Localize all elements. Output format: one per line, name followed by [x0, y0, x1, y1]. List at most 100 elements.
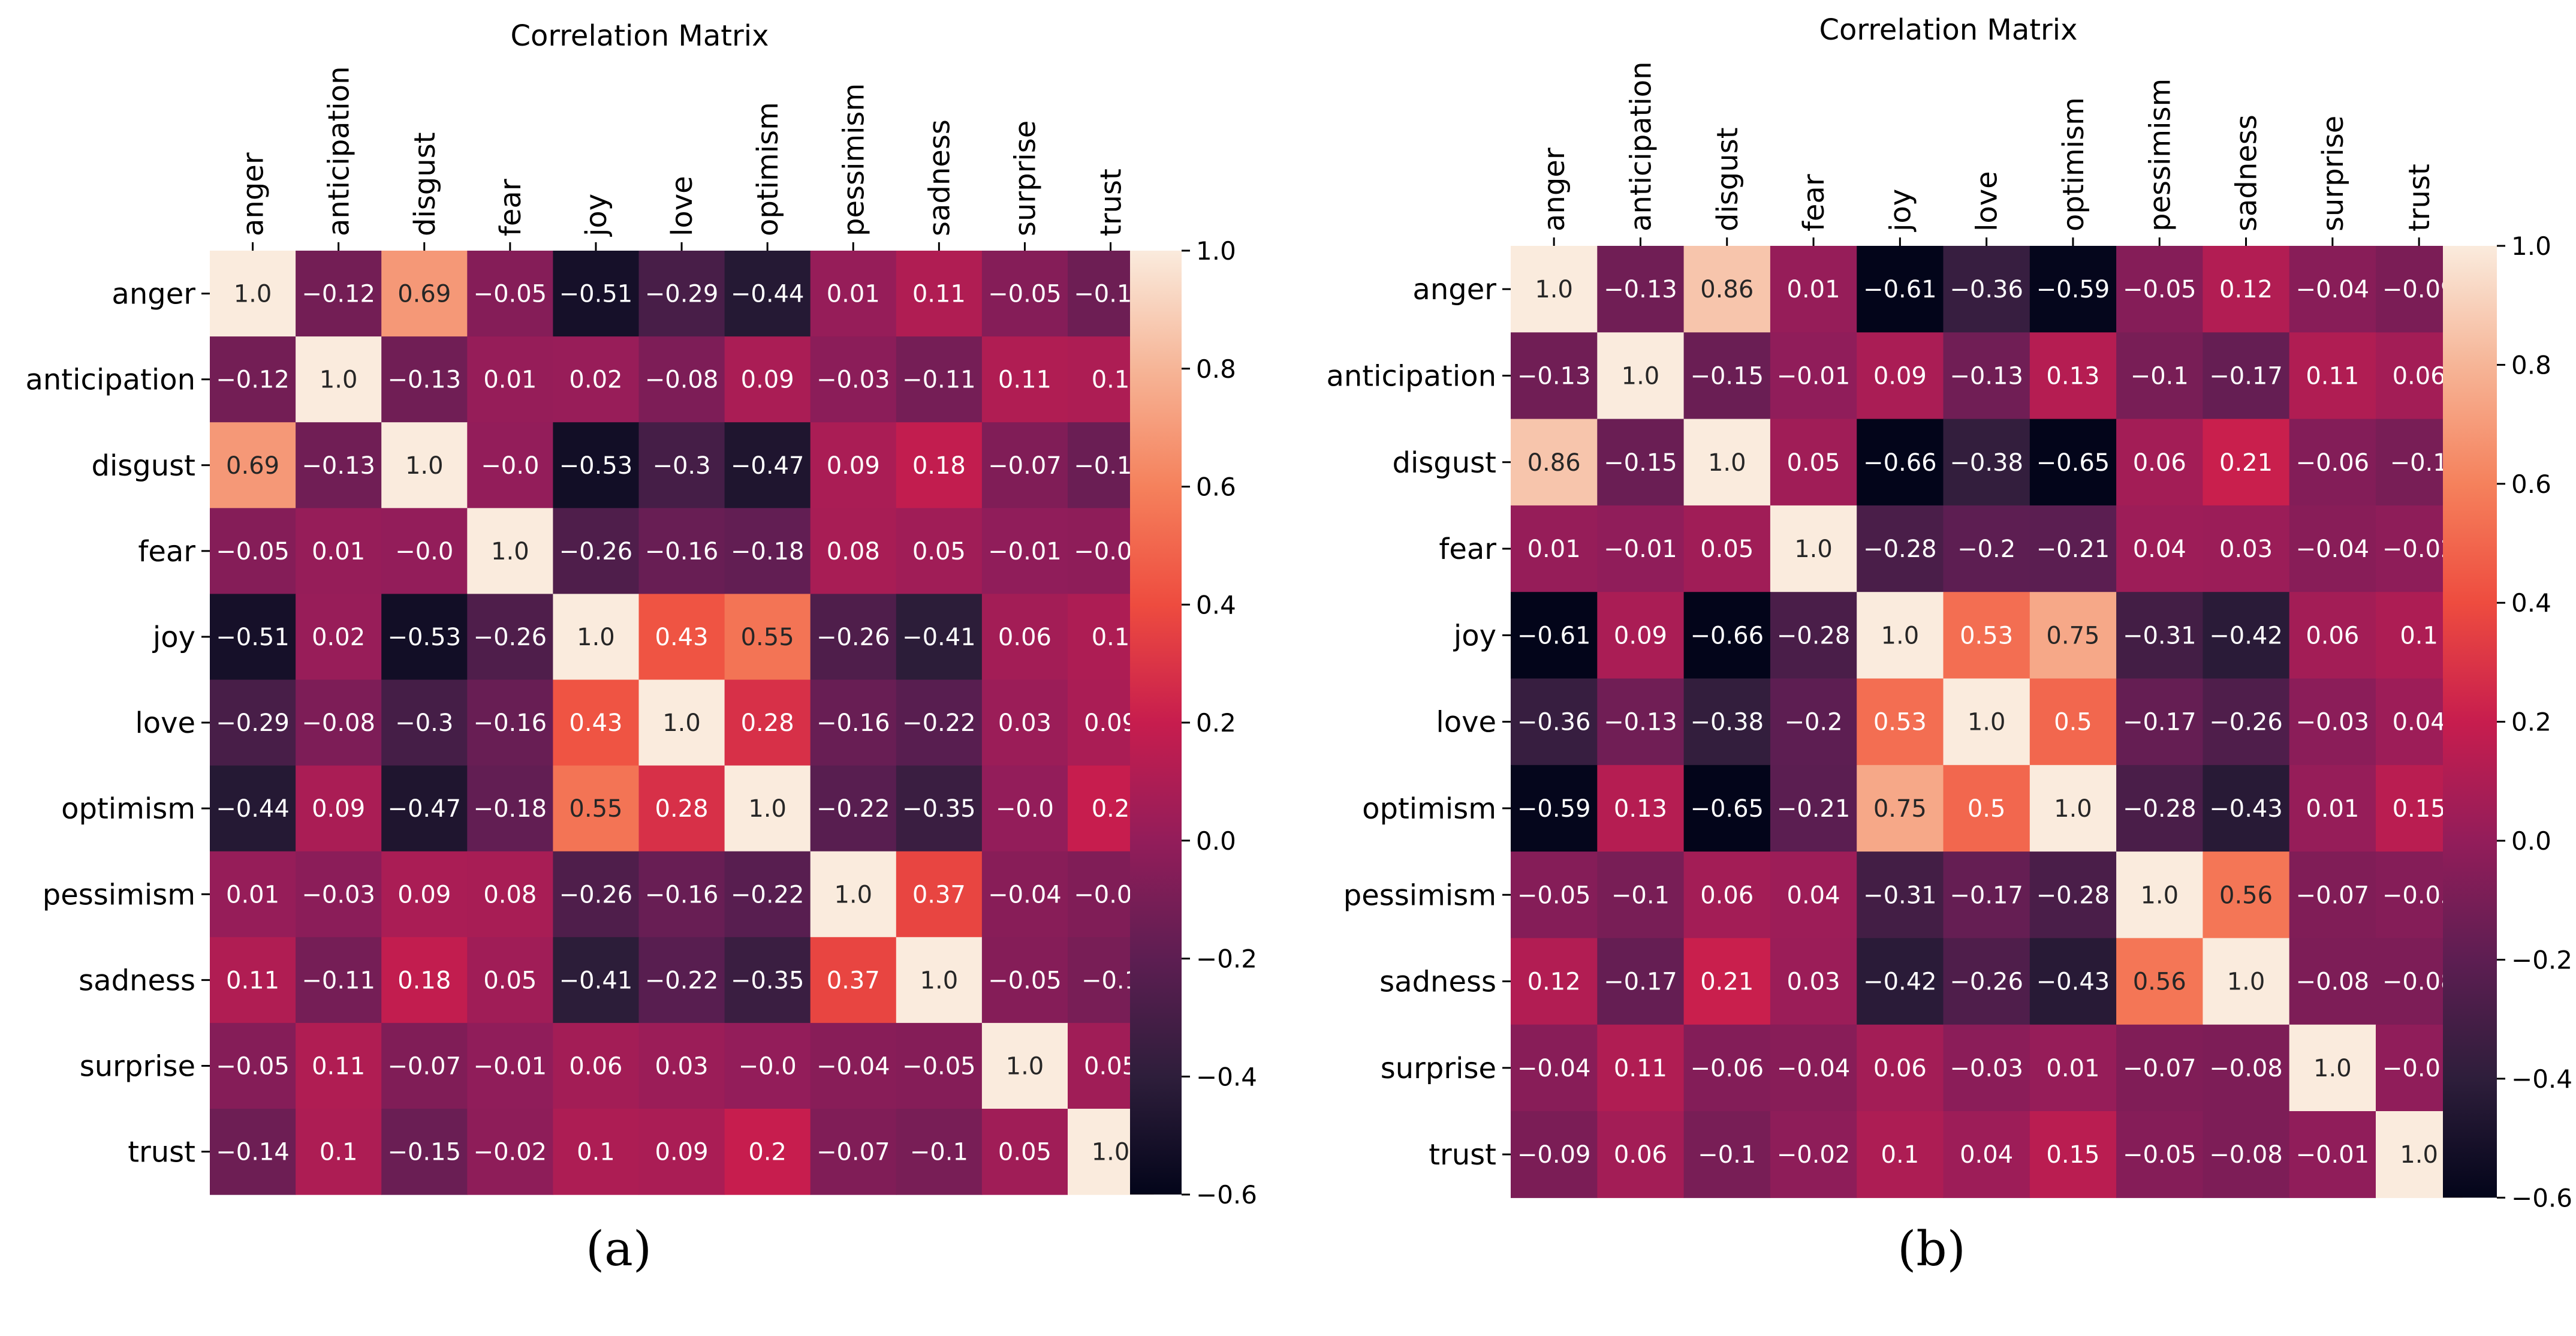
cell-value-label: −0.05 — [474, 281, 547, 308]
y-tick-label: surprise — [80, 1049, 195, 1083]
colorbar-tick-label: 1.0 — [1196, 236, 1236, 266]
y-tick-label: joy — [152, 621, 195, 654]
x-tick-label: sadness — [2230, 115, 2264, 231]
cell-value-label: 0.11 — [312, 1052, 365, 1080]
heatmap-cell — [1511, 505, 1598, 592]
colorbar-tick-label: 0.4 — [1196, 590, 1236, 619]
heatmap-cell — [810, 1109, 897, 1195]
cell-value-label: −0.04 — [817, 1052, 890, 1080]
colorbar-tick-label: 1.0 — [2511, 231, 2551, 261]
heatmap-cell — [553, 1022, 640, 1109]
cell-value-label: 0.75 — [2046, 622, 2099, 649]
heatmap-cell — [896, 851, 983, 938]
cell-value-label: 0.09 — [397, 881, 451, 908]
heatmap-cell — [1597, 1111, 1685, 1198]
y-tick-label: love — [1436, 706, 1496, 739]
heatmap-cell — [2116, 1024, 2203, 1112]
heatmap-cell — [1943, 592, 2030, 679]
cell-value-label: 0.15 — [2046, 1141, 2099, 1169]
cell-value-label: −0.02 — [1777, 1141, 1851, 1169]
heatmap-cell — [1683, 332, 1771, 420]
x-tick-label: anger — [237, 152, 270, 236]
cell-value-label: 0.56 — [2133, 968, 2186, 996]
cell-value-label: 0.18 — [397, 967, 451, 994]
heatmap-cell — [553, 251, 640, 337]
heatmap-cell — [553, 851, 640, 938]
y-tick-label: disgust — [1392, 446, 1496, 480]
cell-value-label: −0.01 — [474, 1052, 547, 1080]
cell-value-label: −0.17 — [1604, 968, 1677, 996]
cell-value-label: 0.01 — [1527, 535, 1581, 563]
heatmap-cell — [2116, 332, 2203, 420]
cell-value-label: −0.01 — [1777, 362, 1851, 390]
heatmap-cell — [1770, 938, 1857, 1025]
heatmap-cell — [1857, 678, 1944, 766]
heatmap-cell — [381, 765, 468, 852]
heatmap-cell — [1511, 1024, 1598, 1112]
cell-value-label: −0.16 — [645, 538, 719, 565]
cell-value-label: −0.18 — [731, 538, 805, 565]
heatmap-cell — [210, 251, 296, 337]
heatmap-cell — [896, 937, 983, 1024]
heatmap-cell — [2029, 419, 2117, 506]
heatmap-cell — [638, 679, 725, 766]
cell-value-label: 0.11 — [912, 281, 966, 308]
cell-value-label: −0.26 — [559, 881, 633, 908]
cell-value-label: 1.0 — [834, 881, 872, 908]
cell-value-label: −0.43 — [2036, 968, 2110, 996]
cell-value-label: 0.86 — [1527, 449, 1581, 477]
colorbar-tick-label: 0.2 — [1196, 708, 1236, 738]
heatmap-cell — [1857, 419, 1944, 506]
heatmap-cell — [1943, 419, 2030, 506]
cell-value-label: −0.3 — [652, 452, 710, 480]
cell-value-label: 0.37 — [912, 881, 966, 908]
cell-value-label: −0.04 — [1777, 1055, 1851, 1082]
x-tick-label: love — [1971, 171, 2004, 231]
colorbar-tick-label: 0.6 — [1196, 473, 1236, 502]
heatmap-cell — [210, 1109, 296, 1195]
x-tick-label: trust — [1095, 168, 1128, 236]
cell-value-label: −0.47 — [731, 452, 805, 480]
cell-value-label: −0.28 — [1777, 622, 1851, 649]
heatmap-cell — [2029, 938, 2117, 1025]
heatmap-cell — [381, 508, 468, 594]
cell-value-label: −0.41 — [559, 967, 633, 994]
panel-caption: (a) — [586, 1221, 652, 1277]
heatmap-cell — [1770, 332, 1857, 420]
cell-value-label: −0.65 — [1690, 795, 1764, 823]
colorbar-tick-label: −0.6 — [2511, 1183, 2572, 1212]
cell-value-label: 1.0 — [1092, 1139, 1130, 1166]
cell-value-label: 0.09 — [312, 795, 365, 823]
cell-value-label: 0.03 — [1787, 968, 1840, 996]
cell-value-label: 1.0 — [662, 709, 701, 737]
x-tick-label: fear — [494, 179, 528, 236]
heatmap-cell — [638, 594, 725, 681]
heatmap-cell — [2289, 1024, 2376, 1112]
heatmap-cell — [2116, 851, 2203, 938]
heatmap-cell — [467, 594, 553, 681]
heatmap-cell — [1943, 765, 2030, 852]
y-tick-label: disgust — [91, 449, 195, 483]
heatmap-cell — [467, 937, 553, 1024]
cell-value-label: −0.11 — [902, 366, 976, 394]
cell-value-label: 0.01 — [2306, 795, 2359, 823]
heatmap-cell — [1857, 1024, 1944, 1112]
cell-value-label: 0.01 — [1787, 276, 1840, 303]
heatmap-cell — [981, 937, 1068, 1024]
heatmap-cell — [1943, 246, 2030, 333]
heatmap-cell — [724, 765, 811, 852]
heatmap-panel-a: Correlation Matrix 1.0 −0.12 0.69 −0.05 −0.51… — [25, 19, 1257, 1277]
cell-value-label: 0.06 — [1700, 881, 1754, 909]
cell-value-label: 0.28 — [655, 795, 709, 823]
cell-value-label: −0.2 — [1957, 535, 2015, 563]
heatmap-cell — [553, 508, 640, 594]
cell-value-label: 1.0 — [1006, 1052, 1044, 1080]
cell-value-label: 0.56 — [2219, 881, 2273, 909]
heatmap-cell — [896, 594, 983, 681]
cell-value-label: −0.1 — [910, 1139, 968, 1166]
colorbar-tick-label: 0.8 — [1196, 354, 1236, 384]
cell-value-label: −0.26 — [1950, 968, 2023, 996]
heatmap-cell — [2289, 419, 2376, 506]
heatmap-cell — [1511, 419, 1598, 506]
panel-caption: (b) — [1897, 1221, 1966, 1277]
